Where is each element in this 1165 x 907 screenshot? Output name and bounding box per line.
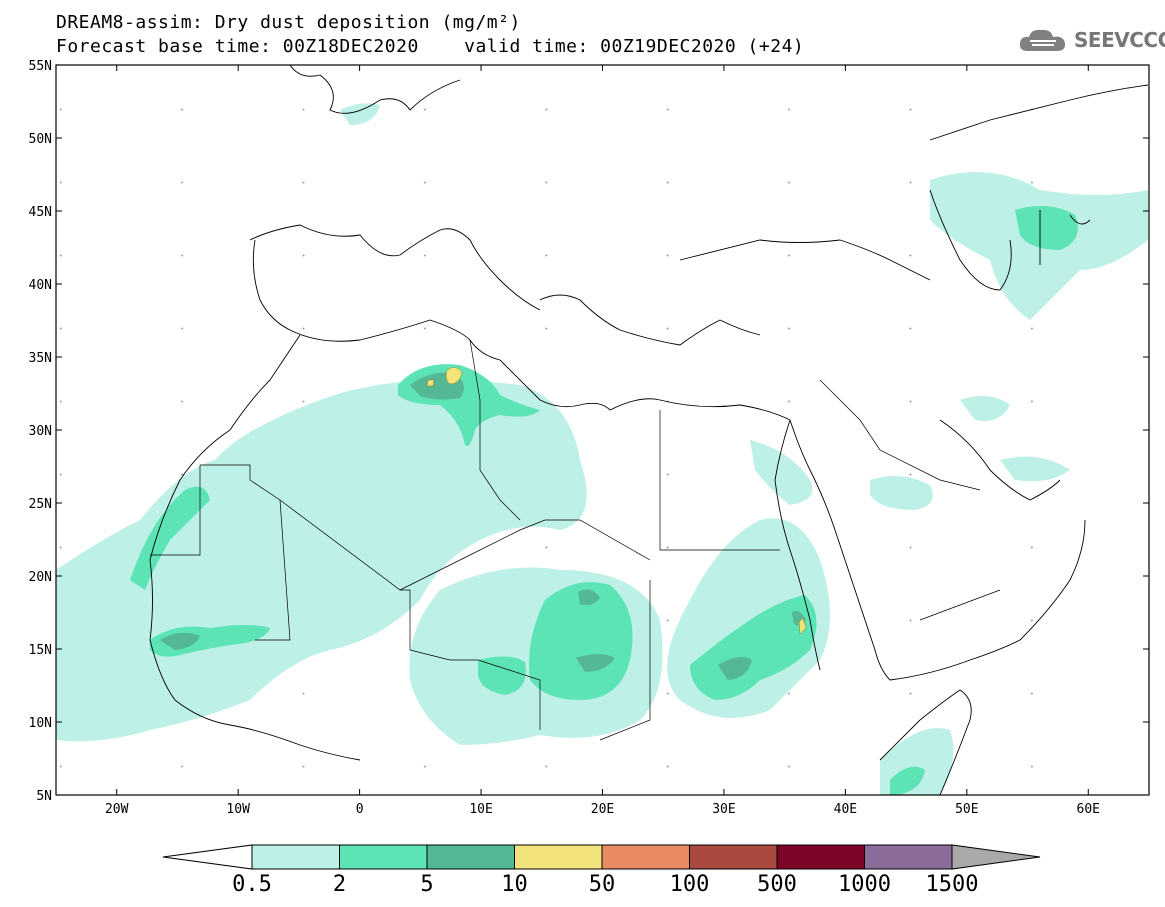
cloud-icon [1019, 29, 1066, 51]
colorbar-label: 100 [670, 872, 710, 897]
latitude-label: 25N [29, 497, 52, 512]
colorbar-label: 0.5 [232, 872, 272, 897]
latitude-label: 20N [29, 570, 52, 585]
country-borders [150, 339, 1001, 741]
longitude-label: 0 [356, 802, 364, 817]
colorbar-box [251, 844, 340, 870]
colorbar-label: 5 [420, 872, 433, 897]
latitude-label: 50N [29, 132, 52, 147]
latitude-label: 35N [29, 351, 52, 366]
latitude-axis: 55N 50N 45N 40N 35N 30N 25N 20N 15N 10N 5N [29, 59, 1149, 804]
latitude-label: 55N [29, 59, 52, 74]
latitude-label: 45N [29, 205, 52, 220]
latitude-label: 10N [29, 716, 52, 731]
latitude-label: 30N [29, 424, 52, 439]
longitude-axis: 20W 10W 0 10E 20E 30E 40E 50E 60E [105, 65, 1100, 817]
deposition-yellow [426, 367, 807, 635]
map-subtitle-times: Forecast base time: 00Z18DEC2020 valid t… [56, 36, 805, 57]
colorbar-label: 50 [589, 872, 616, 897]
deposition-medium [130, 206, 1078, 795]
colorbar-box [776, 844, 865, 870]
latitude-label: 40N [29, 278, 52, 293]
colorbar-label: 2 [333, 872, 346, 897]
latitude-label: 5N [36, 789, 52, 804]
logo-text: SEEVCCC [1074, 28, 1165, 52]
longitude-label: 10W [226, 802, 250, 817]
colorbar-label: 500 [757, 872, 797, 897]
coastlines [149, 65, 1149, 795]
map-title: DREAM8-assim: Dry dust deposition (mg/m²… [56, 12, 521, 33]
colorbar-label: 10 [501, 872, 528, 897]
latitude-label: 15N [29, 643, 52, 658]
longitude-label: 40E [834, 802, 857, 817]
longitude-label: 20E [591, 802, 614, 817]
colorbar-label: 1500 [926, 872, 979, 897]
longitude-label: 10E [469, 802, 492, 817]
colorbar: 0.5 2 5 10 50 100 500 1000 1500 [162, 844, 1041, 897]
colorbar-box [514, 844, 603, 870]
colorbar-over-arrow [951, 844, 1041, 870]
seevccc-logo: SEEVCCC [1018, 26, 1165, 54]
colorbar-box [864, 844, 953, 870]
colorbar-label: 1000 [838, 872, 891, 897]
colorbar-under-arrow [162, 844, 253, 870]
longitude-label: 50E [955, 802, 978, 817]
colorbar-box [426, 844, 515, 870]
colorbar-box [339, 844, 428, 870]
longitude-label: 20W [105, 802, 129, 817]
longitude-label: 30E [712, 802, 735, 817]
colorbar-box [689, 844, 778, 870]
colorbar-box [601, 844, 690, 870]
longitude-label: 60E [1077, 802, 1100, 817]
